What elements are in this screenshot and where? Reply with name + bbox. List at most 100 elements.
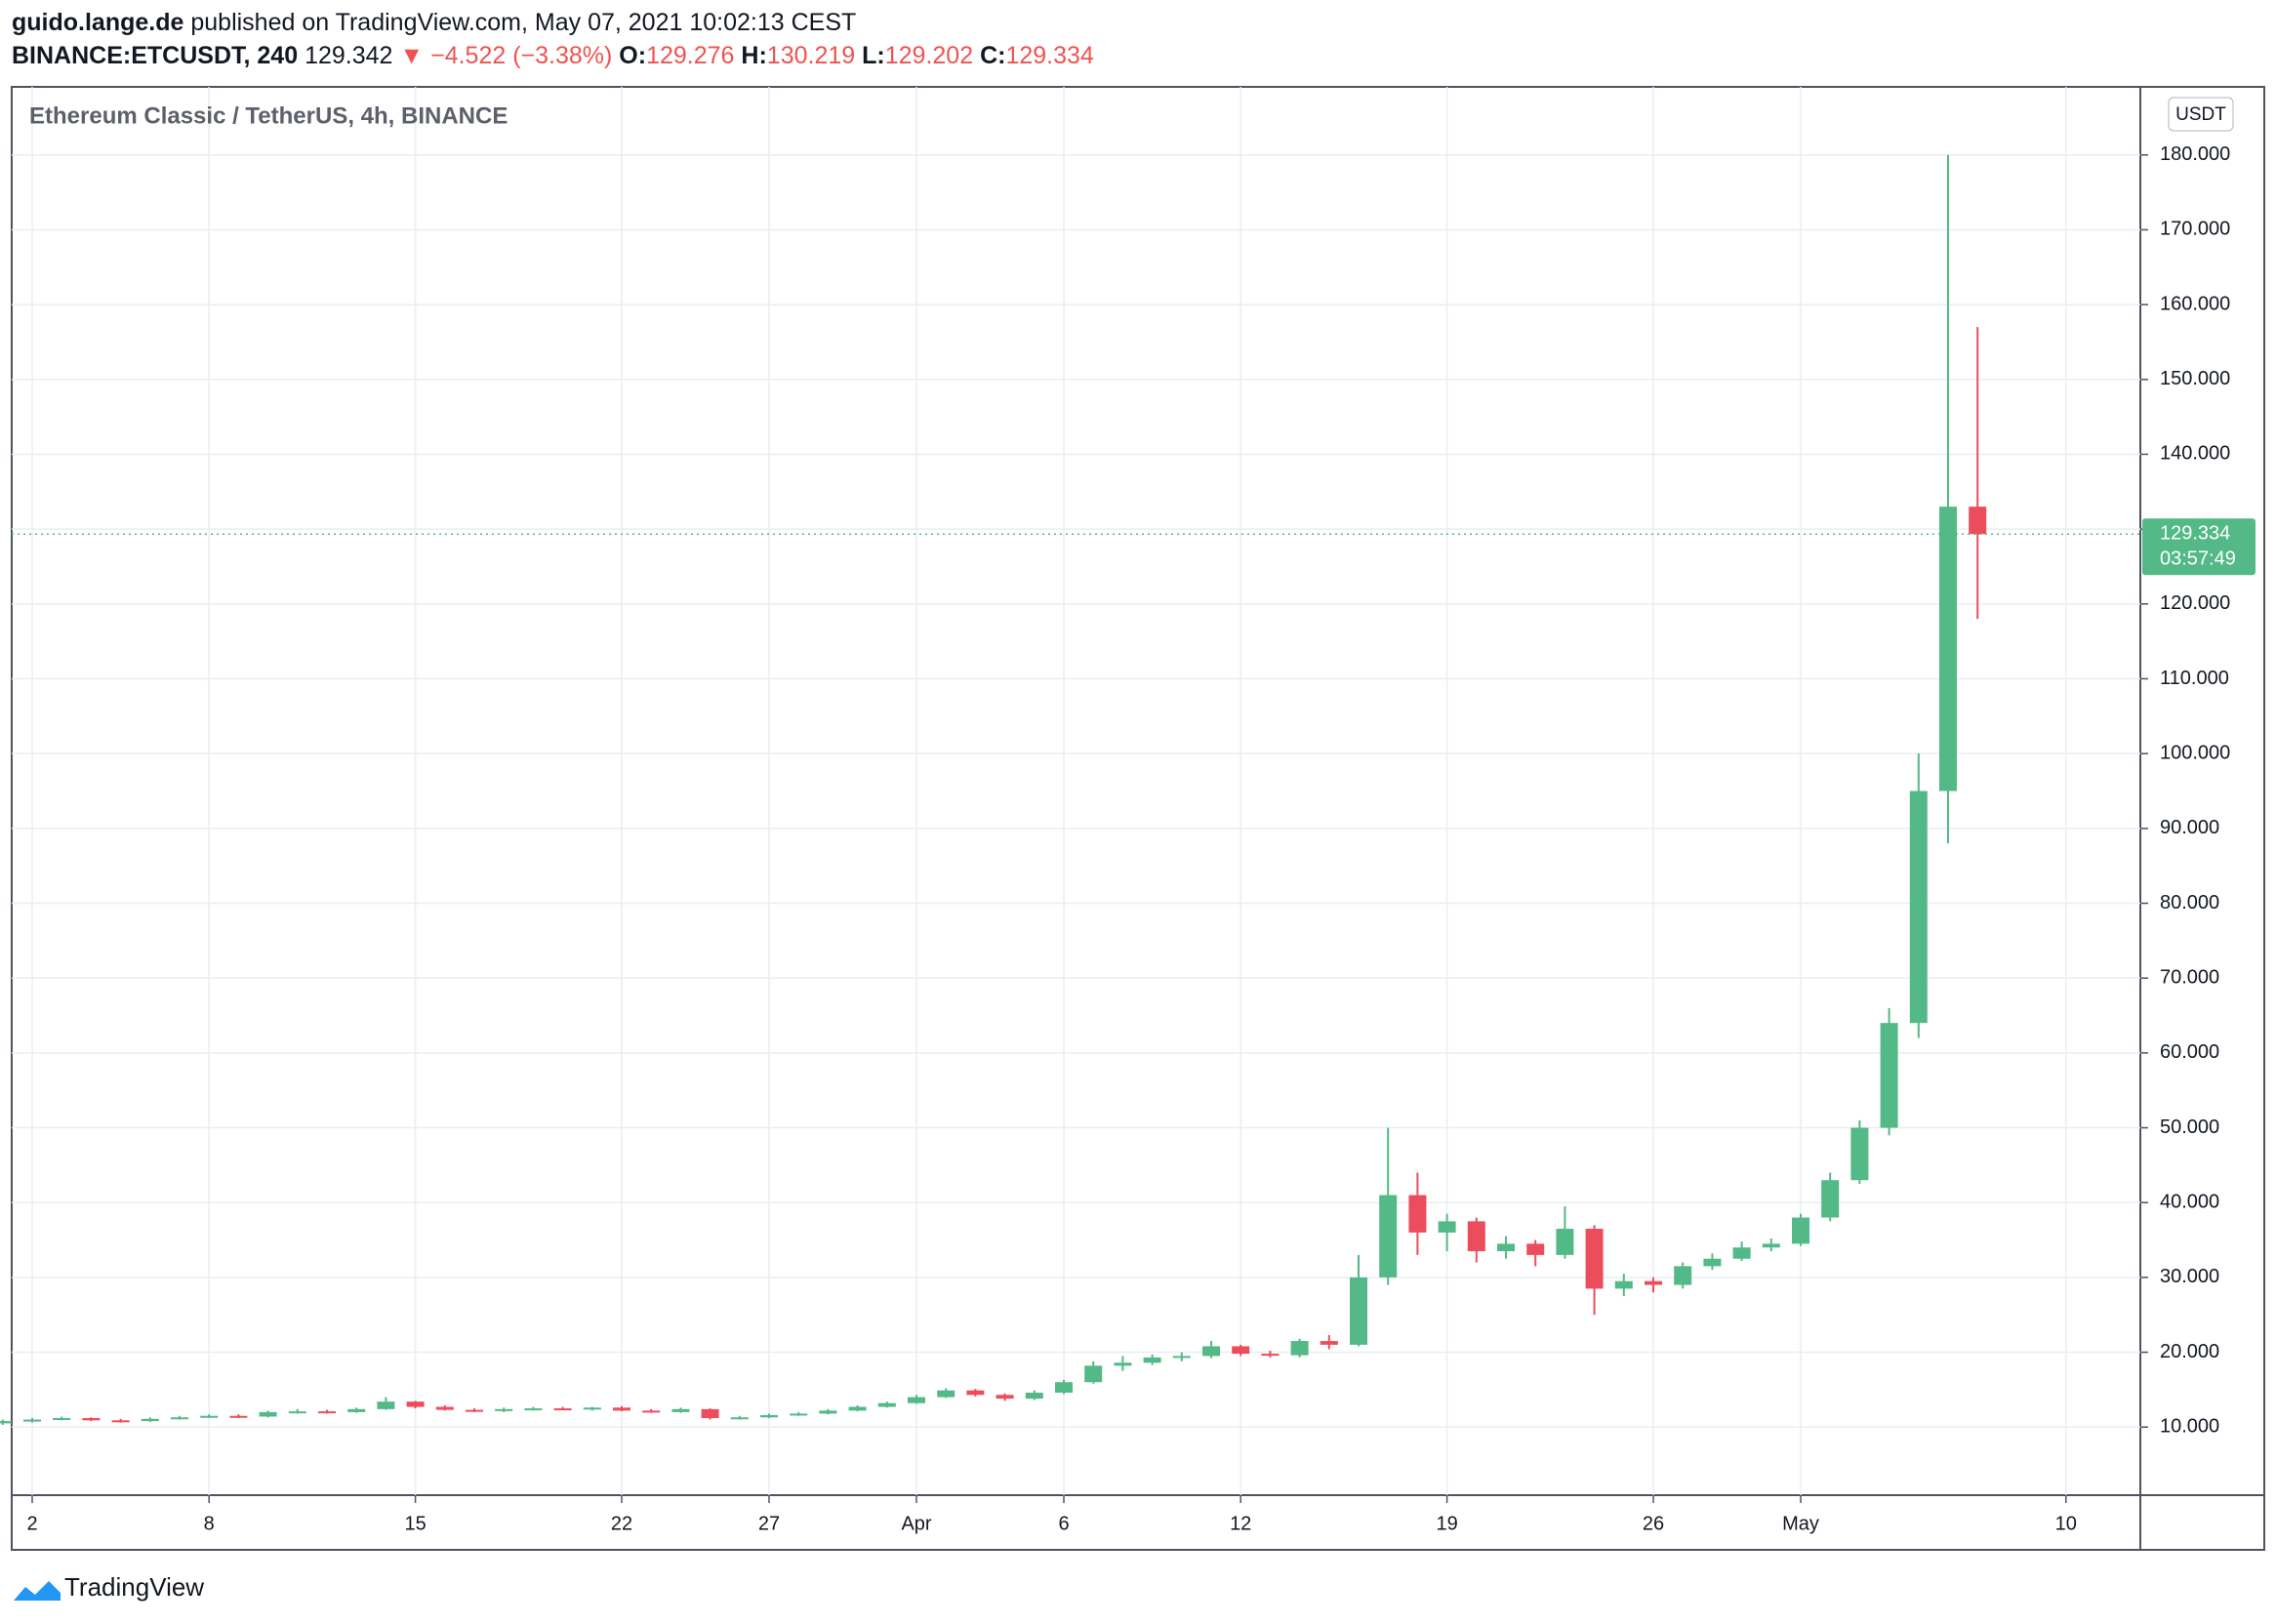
x-tick-label: 27 [758,1513,780,1534]
countdown: 03:57:49 [2160,548,2236,570]
y-tick-label: 30.000 [2160,1266,2219,1287]
y-tick-label: 60.000 [2160,1041,2219,1063]
candle-body [1674,1266,1692,1285]
candle-body [0,1421,12,1424]
chart-frame [11,86,2265,1551]
chart-title: Ethereum Classic / TetherUS, 4h, BINANCE [29,102,508,129]
y-tick-label: 170.000 [2160,219,2230,240]
candle-body [1792,1217,1809,1244]
candle-body [1143,1357,1161,1363]
candle-body [141,1418,159,1422]
candle-body [553,1408,572,1411]
candle-body [642,1410,661,1413]
x-tick-label: May [1782,1513,1819,1534]
x-tick-label: 2 [26,1513,37,1534]
candle-body [1526,1243,1545,1255]
candle-body [82,1418,101,1421]
y-tick-label: 110.000 [2160,668,2229,689]
candle-body [1821,1180,1840,1218]
symbol: BINANCE:ETCUSDT, 240 [12,42,298,69]
candle-body [171,1417,188,1420]
c-value: 129.334 [1005,42,1093,69]
candle-body [790,1413,808,1416]
candle-body [1614,1280,1633,1289]
candle-body [229,1415,248,1418]
candle-body [318,1411,336,1414]
candle-body [1261,1354,1280,1357]
published: published on TradingView.com, May 07, 20… [190,9,856,36]
candle-body [406,1401,425,1407]
candle-body [288,1411,306,1414]
candle-body [937,1390,955,1398]
o-label: O: [619,42,646,69]
candle-body [1762,1243,1780,1248]
y-tick-label: 50.000 [2160,1116,2219,1138]
y-tick-label: 40.000 [2160,1191,2219,1212]
y-tick-label: 90.000 [2160,817,2219,838]
candle-body [1290,1341,1309,1356]
candle-body [1467,1221,1485,1252]
candle-body [200,1415,219,1418]
x-tick-label: 8 [204,1513,215,1534]
candle-body [877,1402,896,1407]
candle-body [23,1419,41,1422]
footer-brand: TradingView [64,1572,204,1602]
h-label: H: [741,42,766,69]
y-tick-label: 10.000 [2160,1416,2219,1438]
candle-body [1732,1247,1751,1259]
last-price-label: 129.334 [2160,523,2230,545]
currency-box [2168,97,2234,132]
candle-body [1408,1195,1427,1233]
last: 129.342 [305,42,392,69]
x-tick-label: 6 [1058,1513,1069,1534]
candle-body [259,1411,277,1417]
candle-body [1969,507,1987,535]
l-label: L: [862,42,885,69]
y-tick-label: 20.000 [2160,1341,2219,1362]
author: guido.lange.de [12,9,183,36]
candle-body [524,1408,543,1411]
y-tick-label: 120.000 [2160,592,2230,614]
candle-body [495,1408,513,1411]
y-tick-label: 140.000 [2160,443,2230,465]
candle-body [1055,1382,1073,1393]
candle-body [701,1408,719,1419]
candle-body [53,1418,71,1421]
candle-body [671,1408,690,1412]
candle-body [1232,1346,1250,1355]
candle-body [730,1417,749,1420]
y-tick-label: 180.000 [2160,143,2230,165]
grid [12,87,2140,1495]
y-tick-label: 80.000 [2160,892,2219,914]
labels: 10.000 20.000 30.000 40.000 50.000 60.000 70.0… [26,143,2256,1534]
tradingview-logo [14,1581,61,1601]
candle-body [1438,1221,1456,1233]
candle-body [347,1408,366,1412]
candle-body [466,1409,483,1412]
candle-body [996,1395,1014,1400]
candle-body [1172,1356,1191,1359]
candle-body [1025,1392,1043,1400]
y-tick-label: 150.000 [2160,368,2230,389]
candle-body [1939,507,1957,792]
candle-body [1202,1346,1220,1357]
candle-body [1880,1023,1898,1128]
candle-body [1850,1127,1869,1181]
l-value: 129.202 [885,42,973,69]
candle-body [819,1410,837,1414]
candle-body [1379,1195,1398,1278]
candle-body [613,1407,630,1411]
y-tick-label: 160.000 [2160,293,2230,314]
x-tick-label: Apr [901,1513,931,1534]
y-tick-label: 100.000 [2160,742,2230,763]
x-tick-label: 26 [1643,1513,1664,1534]
x-tick-label: 19 [1436,1513,1457,1534]
candle-body [1320,1341,1338,1345]
currency: USDT [2175,104,2226,125]
last-price-box [2142,518,2256,576]
candle-body [760,1414,778,1418]
candle-body [1497,1243,1515,1252]
h-value: 130.219 [767,42,855,69]
